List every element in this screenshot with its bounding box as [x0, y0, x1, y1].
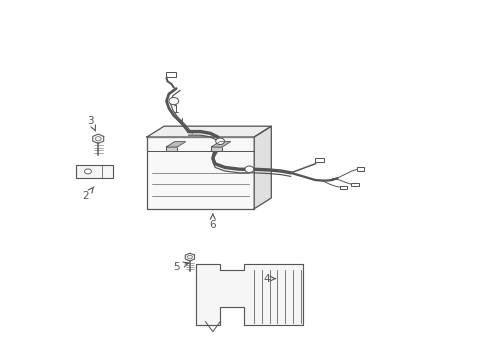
Bar [166, 147, 177, 151]
Bar [339, 186, 346, 189]
Bar [315, 158, 324, 162]
Circle shape [215, 138, 224, 144]
Text: 3: 3 [87, 116, 95, 131]
Circle shape [168, 98, 178, 105]
Bar [147, 137, 254, 209]
Polygon shape [185, 253, 194, 261]
Text: 4: 4 [263, 274, 275, 284]
Polygon shape [211, 141, 230, 147]
Polygon shape [195, 264, 303, 325]
Text: 2: 2 [82, 187, 94, 201]
Polygon shape [147, 126, 271, 137]
Circle shape [84, 169, 91, 174]
Text: 5: 5 [173, 262, 188, 272]
Bar [356, 167, 363, 171]
Polygon shape [254, 126, 271, 209]
Bar [350, 183, 358, 186]
Bar [76, 165, 113, 178]
Text: 6: 6 [209, 214, 216, 230]
Bar [165, 72, 176, 77]
Polygon shape [166, 141, 185, 147]
Polygon shape [93, 134, 103, 143]
Text: 1: 1 [173, 105, 182, 124]
Bar [211, 147, 222, 151]
Circle shape [244, 166, 253, 172]
